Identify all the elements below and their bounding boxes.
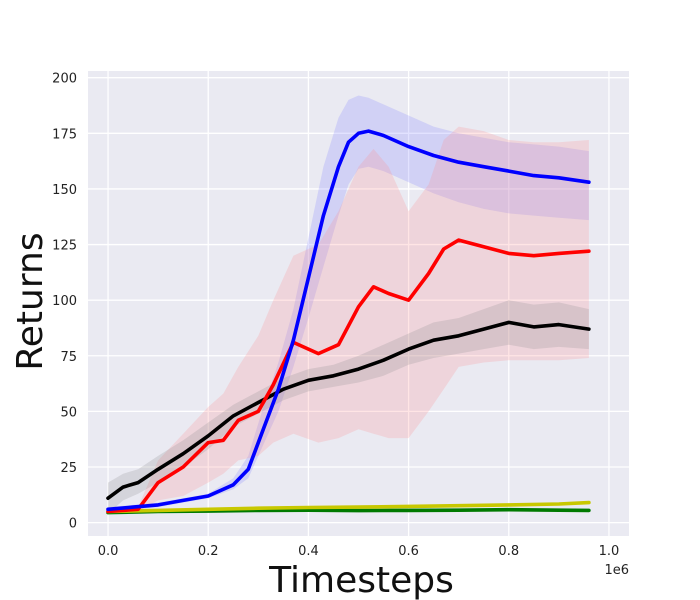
confidence-bands <box>108 95 589 514</box>
y-tick-labels: 0 25 50 75 100 125 150 175 200 <box>52 72 77 532</box>
series-lines <box>106 129 591 515</box>
y-tick-label: 0 <box>69 517 77 532</box>
y-tick-label: 150 <box>52 183 77 198</box>
x-axis-label: Timesteps <box>268 560 454 600</box>
series-2-line <box>106 320 591 500</box>
y-axis-label: Returns <box>10 232 51 370</box>
y-tick-label: 25 <box>60 461 77 476</box>
series-1-band <box>108 126 589 514</box>
series-3-line <box>106 500 591 514</box>
y-tick-label: 200 <box>52 72 77 87</box>
x-offset-label: 1e6 <box>604 563 629 578</box>
x-tick-label: 0.0 <box>98 544 119 559</box>
series-0-line <box>106 129 591 512</box>
y-tick-label: 50 <box>60 405 77 420</box>
y-tick-label: 75 <box>60 350 77 365</box>
y-tick-label: 175 <box>52 127 77 142</box>
x-tick-label: 1.0 <box>599 544 620 559</box>
x-tick-label: 0.8 <box>498 544 519 559</box>
series-1-line <box>106 238 591 514</box>
y-tick-label: 125 <box>52 239 77 254</box>
y-tick-label: 100 <box>52 294 77 309</box>
x-tick-labels: 0.0 0.2 0.4 0.6 0.8 1.0 <box>98 544 620 559</box>
series-0-band <box>108 95 589 512</box>
x-tick-label: 0.6 <box>398 544 419 559</box>
x-tick-label: 0.2 <box>198 544 219 559</box>
x-tick-label: 0.4 <box>298 544 319 559</box>
series-2-band <box>108 300 589 514</box>
